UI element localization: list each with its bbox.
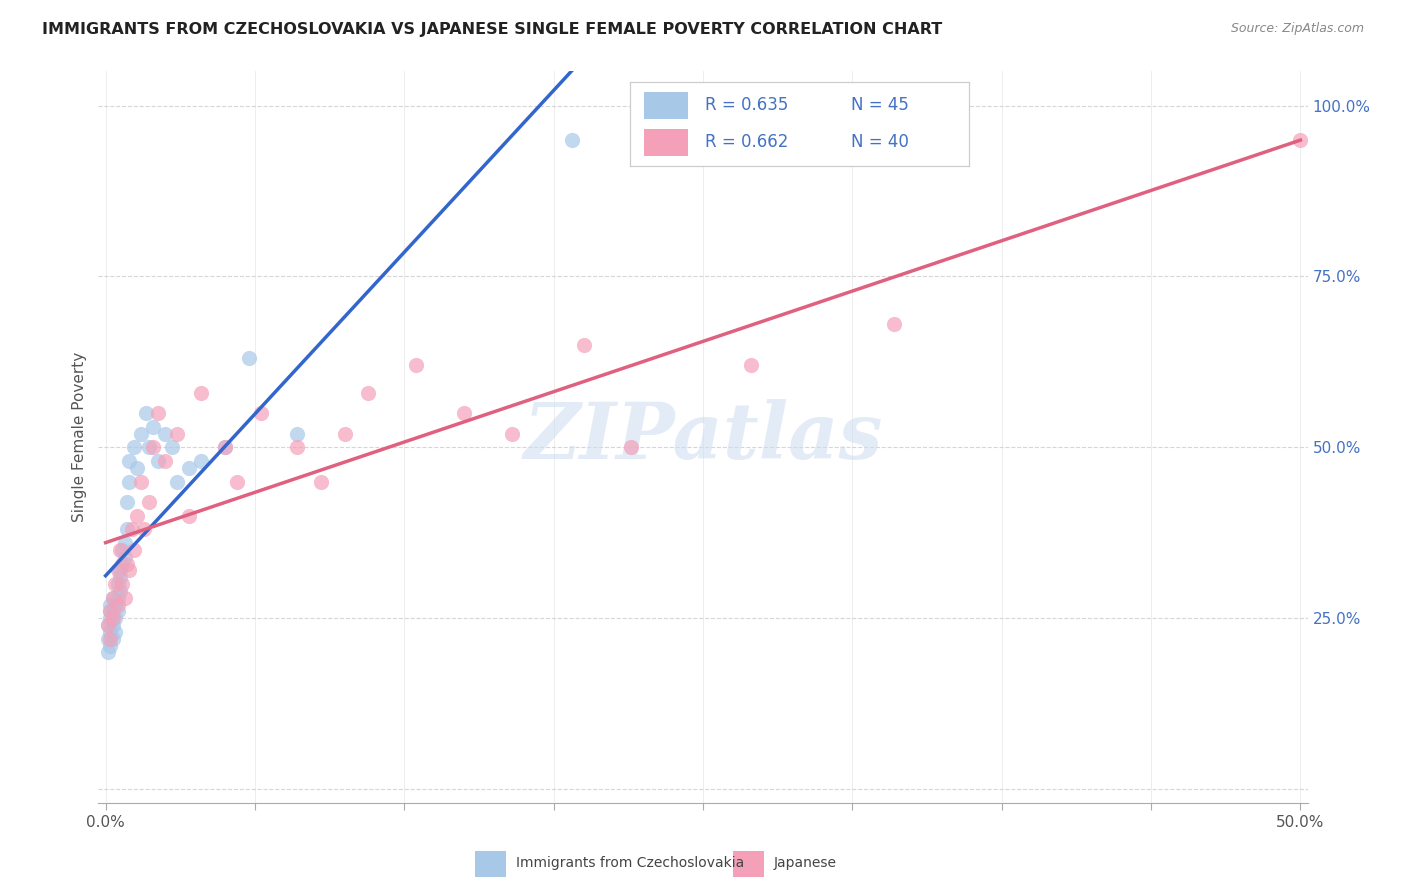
Point <box>114 549 136 564</box>
Point <box>98 604 121 618</box>
Text: Immigrants from Czechoslovakia: Immigrants from Czechoslovakia <box>516 856 744 870</box>
Point <box>138 440 160 454</box>
Point <box>620 440 643 454</box>
Point <box>118 475 141 489</box>
Point <box>115 557 138 571</box>
Point <box>405 359 427 373</box>
Point <box>104 624 127 639</box>
Point <box>131 475 153 489</box>
Point <box>162 440 184 454</box>
Point <box>97 645 120 659</box>
Point <box>309 475 332 489</box>
Point <box>97 632 120 646</box>
Point <box>238 351 260 366</box>
Text: Japanese: Japanese <box>773 856 837 870</box>
Point <box>98 624 121 639</box>
Point <box>108 563 131 577</box>
Point <box>114 536 136 550</box>
Point <box>179 508 201 523</box>
Point <box>122 440 145 454</box>
Point <box>125 460 148 475</box>
Text: N = 40: N = 40 <box>851 134 908 152</box>
Point <box>572 338 595 352</box>
Point <box>131 426 153 441</box>
Point <box>97 618 120 632</box>
Bar <box>644 128 688 156</box>
Point <box>97 618 120 632</box>
Point <box>118 563 141 577</box>
Text: ZIPatlas: ZIPatlas <box>523 399 883 475</box>
Point <box>166 475 188 489</box>
Point <box>104 611 127 625</box>
Point <box>179 460 201 475</box>
Point <box>98 611 121 625</box>
Point <box>142 420 165 434</box>
Point <box>101 591 124 605</box>
Point <box>98 598 121 612</box>
Point <box>107 577 129 591</box>
Point <box>114 591 136 605</box>
Bar <box>475 851 506 877</box>
Point <box>107 591 129 605</box>
Point <box>104 577 127 591</box>
Point <box>561 133 583 147</box>
Point <box>250 406 273 420</box>
Y-axis label: Single Female Poverty: Single Female Poverty <box>72 352 87 522</box>
Point <box>135 406 157 420</box>
Point <box>101 618 124 632</box>
Text: Source: ZipAtlas.com: Source: ZipAtlas.com <box>1230 22 1364 36</box>
Point <box>108 570 131 584</box>
Point <box>285 440 308 454</box>
Point <box>111 557 134 571</box>
Point <box>146 454 169 468</box>
Point <box>285 426 308 441</box>
Point <box>132 522 155 536</box>
Text: R = 0.662: R = 0.662 <box>704 134 789 152</box>
Point <box>190 454 212 468</box>
Point <box>104 598 127 612</box>
Point <box>121 522 143 536</box>
Point <box>883 318 905 332</box>
Point <box>501 426 523 441</box>
Point <box>101 611 124 625</box>
Point <box>98 632 121 646</box>
Point <box>146 406 169 420</box>
Point <box>115 495 138 509</box>
Point <box>101 632 124 646</box>
Point <box>107 598 129 612</box>
Point <box>122 542 145 557</box>
Point <box>740 359 762 373</box>
Point <box>155 454 177 468</box>
Point <box>118 454 141 468</box>
Point <box>190 385 212 400</box>
Point <box>138 495 160 509</box>
Point <box>107 563 129 577</box>
Point <box>125 508 148 523</box>
Point <box>142 440 165 454</box>
Point <box>357 385 380 400</box>
Point <box>1289 133 1312 147</box>
Point <box>101 604 124 618</box>
Point <box>111 577 134 591</box>
Point <box>108 542 131 557</box>
Text: IMMIGRANTS FROM CZECHOSLOVAKIA VS JAPANESE SINGLE FEMALE POVERTY CORRELATION CHA: IMMIGRANTS FROM CZECHOSLOVAKIA VS JAPANE… <box>42 22 942 37</box>
Point <box>101 591 124 605</box>
Point <box>107 604 129 618</box>
Bar <box>644 92 688 120</box>
Point <box>333 426 356 441</box>
Point <box>155 426 177 441</box>
Point <box>214 440 236 454</box>
Point <box>226 475 249 489</box>
Point <box>108 583 131 598</box>
Point <box>98 639 121 653</box>
Point <box>98 604 121 618</box>
Point <box>453 406 475 420</box>
Point <box>111 542 134 557</box>
Bar <box>734 851 763 877</box>
Text: R = 0.635: R = 0.635 <box>704 96 789 114</box>
Text: N = 45: N = 45 <box>851 96 908 114</box>
Point <box>214 440 236 454</box>
Point <box>166 426 188 441</box>
Point <box>115 522 138 536</box>
